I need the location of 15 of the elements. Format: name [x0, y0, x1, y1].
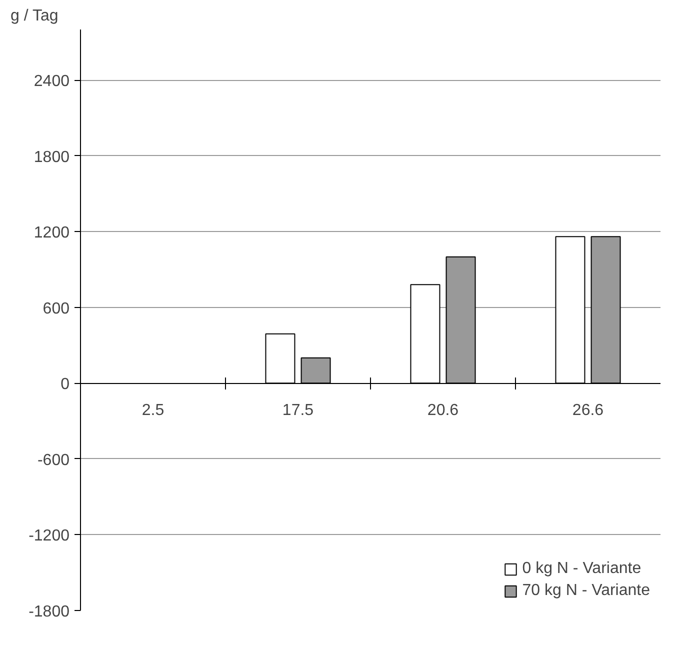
- y-tick-label: 1200: [34, 224, 70, 242]
- y-axis-title: g / Tag: [10, 8, 58, 24]
- y-tick-label: 1800: [34, 148, 70, 166]
- y-tick-label: -1800: [28, 604, 70, 620]
- y-tick-label: 0: [60, 376, 70, 394]
- legend-label: 70 kg N - Variante: [522, 582, 650, 600]
- y-tick-label: -1200: [28, 528, 70, 545]
- y-tick-label: -600: [37, 452, 70, 469]
- x-tick-label: 20.6: [427, 402, 459, 420]
- legend-label: 0 kg N - Variante: [522, 560, 642, 578]
- x-tick-label: 2.5: [142, 402, 164, 420]
- x-tick-label: 17.5: [282, 402, 314, 420]
- y-tick-label: 2400: [34, 73, 70, 90]
- y-tick-label: 600: [42, 300, 70, 318]
- x-tick-label: 26.6: [572, 402, 604, 420]
